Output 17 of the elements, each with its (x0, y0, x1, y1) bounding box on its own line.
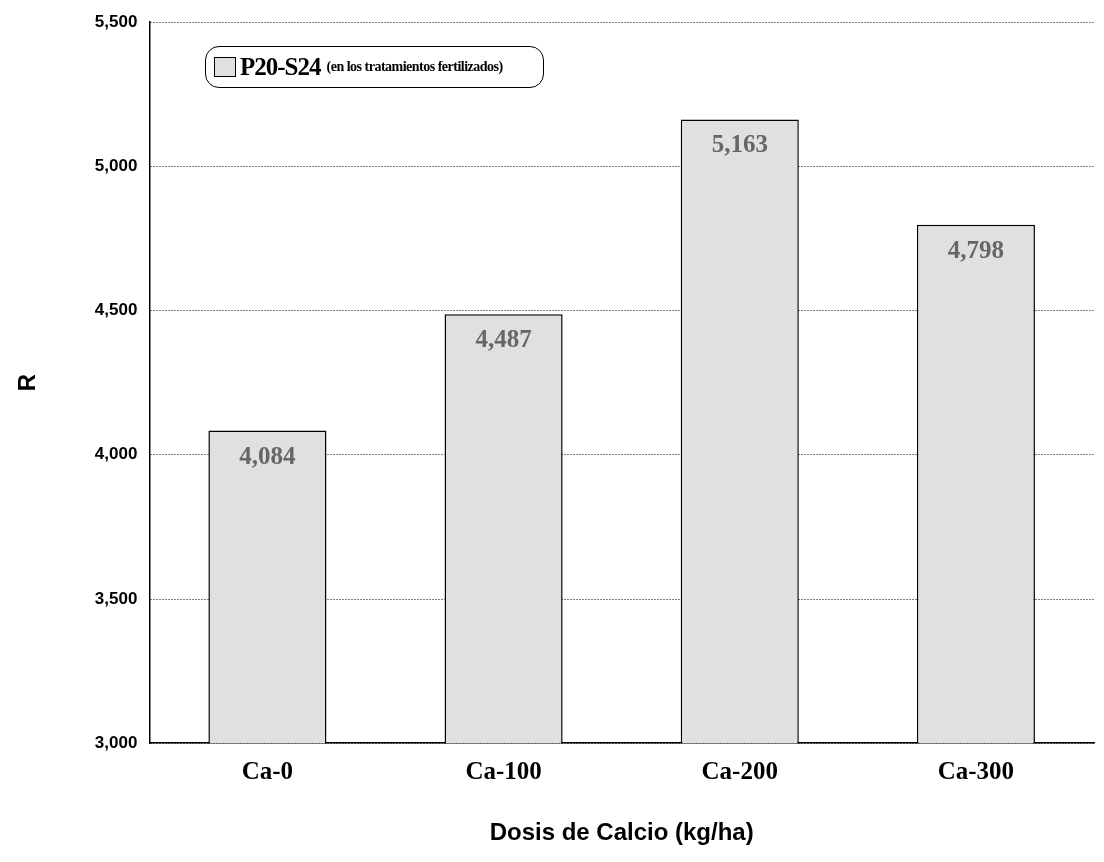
y-tick-label: 3,500 (94, 588, 138, 608)
x-tick-label: Ca-200 (701, 756, 778, 784)
data-label: 4,487 (475, 325, 532, 353)
y-tick-label: 5,000 (94, 156, 138, 176)
legend-label: P20-S24 (en los tratamientos fertilizados) (240, 53, 503, 81)
data-label: 5,163 (711, 130, 768, 158)
x-tick-label: Ca-300 (937, 756, 1015, 784)
y-axis-title: R (13, 374, 41, 392)
data-label: 4,084 (239, 441, 297, 469)
x-tick-label: Ca-0 (241, 756, 294, 784)
y-tick-label: 5,500 (94, 11, 138, 31)
y-tick-label: 4,500 (94, 300, 138, 320)
y-tick-label: 3,000 (94, 732, 138, 752)
data-label: 4,798 (947, 235, 1005, 263)
y-tick-label: 4,000 (94, 444, 138, 464)
x-axis-title: Dosis de Calcio (kg/ha) (489, 818, 754, 846)
x-tick-label: Ca-100 (465, 756, 542, 784)
